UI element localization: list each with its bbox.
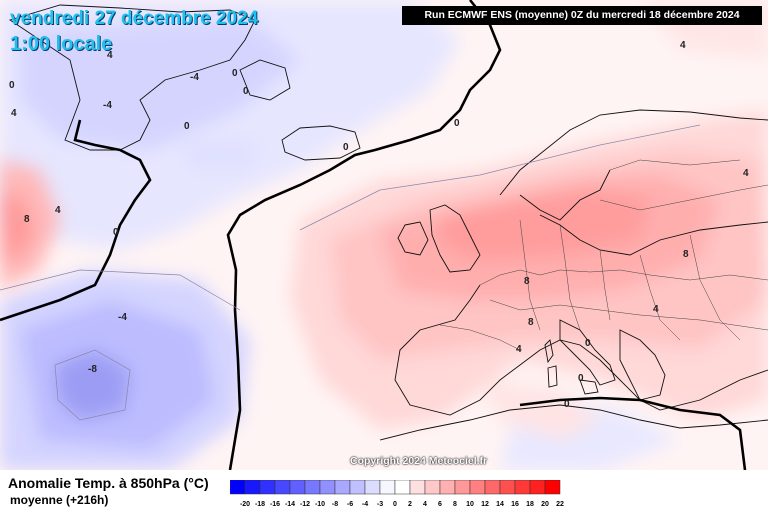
legend-tick-label: 16 <box>511 501 519 508</box>
legend-tick-label: 0 <box>393 501 397 508</box>
map-subtitle: moyenne (+216h) <box>10 493 109 507</box>
legend-swatch <box>349 480 366 495</box>
contour-label: 8 <box>524 276 530 287</box>
legend-swatch <box>439 480 456 495</box>
contour-label: -4 <box>103 100 112 111</box>
legend-swatch <box>274 480 291 495</box>
forecast-date: vendredi 27 décembre 2024 <box>10 8 259 29</box>
contour-label: 0 <box>564 399 570 410</box>
contour-label: 4 <box>516 344 522 355</box>
contour-label: 0 <box>585 338 591 349</box>
contour-label: 8 <box>24 214 30 225</box>
color-legend: -20 -18 -16 -14 -12 -10 -8 -6 -4 -3 0 2 4 6 8 10 12 14 16 1… <box>230 480 564 508</box>
legend-tick-label: 4 <box>423 501 427 508</box>
legend-swatch <box>364 480 381 495</box>
legend-swatch <box>379 480 396 495</box>
legend-tick-label: -16 <box>270 501 280 508</box>
contour-label: 0 <box>243 86 249 97</box>
borders <box>439 159 768 351</box>
map-footer: Anomalie Temp. à 850hPa (°C) moyenne (+2… <box>0 470 768 512</box>
zero-isotherm <box>0 0 747 470</box>
legend-tick-label: -18 <box>255 501 265 508</box>
legend-swatch <box>499 480 516 495</box>
legend-tick-label: 18 <box>526 501 534 508</box>
legend-swatch <box>409 480 426 495</box>
legend-swatch <box>334 480 351 495</box>
legend-tick-label: 2 <box>408 501 412 508</box>
contour-label: 0 <box>343 142 349 153</box>
legend-swatch <box>529 480 546 495</box>
legend-swatch <box>289 480 306 495</box>
legend-swatch <box>514 480 531 495</box>
legend-tick-label: -6 <box>347 501 353 508</box>
legend-swatch <box>454 480 471 495</box>
legend-swatch <box>484 480 501 495</box>
contour-label: 0 <box>113 227 119 238</box>
legend-swatch <box>319 480 336 495</box>
contour-label: 0 <box>232 68 238 79</box>
contour-label: 4 <box>107 50 113 61</box>
warm-anomaly-fields <box>0 0 768 440</box>
legend-swatch <box>544 480 561 495</box>
legend-tick-label: 6 <box>438 501 442 508</box>
legend-tick-label: 10 <box>466 501 474 508</box>
copyright-notice: Copyright 2024 Meteociel.fr <box>350 455 488 467</box>
contour-label: 8 <box>683 249 689 260</box>
contour-label: -4 <box>190 72 199 83</box>
legend-tick-label: 8 <box>453 501 457 508</box>
legend-swatch <box>244 480 261 495</box>
legend-swatch <box>230 480 246 495</box>
legend-tick-label: -4 <box>362 501 368 508</box>
legend-swatch <box>259 480 276 495</box>
legend-tick-label: 22 <box>556 501 564 508</box>
legend-tick-label: -12 <box>300 501 310 508</box>
contour-label: 0 <box>184 121 190 132</box>
map-title: Anomalie Temp. à 850hPa (°C) <box>8 475 209 491</box>
contour-label: 4 <box>55 205 61 216</box>
contour-label: -8 <box>88 364 97 375</box>
contour-label: 4 <box>743 168 749 179</box>
legend-swatch <box>394 480 411 495</box>
legend-swatch <box>469 480 486 495</box>
legend-tick-label: -10 <box>315 501 325 508</box>
legend-tick-label: 12 <box>481 501 489 508</box>
contour-label: 4 <box>11 108 17 119</box>
contour-label: 0 <box>9 80 15 91</box>
legend-tick-label: 20 <box>541 501 549 508</box>
contour-label: 8 <box>528 317 534 328</box>
legend-tick-label: -20 <box>240 501 250 508</box>
legend-tick-label: -3 <box>377 501 383 508</box>
run-info-banner: Run ECMWF ENS (moyenne) 0Z du mercredi 1… <box>402 6 762 25</box>
forecast-time: 1:00 locale <box>10 33 113 55</box>
legend-swatch <box>424 480 441 495</box>
isolines <box>0 124 701 421</box>
contour-label: 0 <box>578 373 584 384</box>
contour-label: 4 <box>653 304 659 315</box>
coastlines <box>8 4 768 441</box>
legend-tick-label: -8 <box>332 501 338 508</box>
map-canvas <box>0 0 768 470</box>
legend-tick-label: -14 <box>285 501 295 508</box>
contour-label: 0 <box>454 118 460 129</box>
legend-swatch <box>304 480 321 495</box>
contour-label: 4 <box>680 40 686 51</box>
anomaly-map: 0 4 4 4 4 0 0 0 4 -4 -8 8 8 8 8 4 4 0 0 … <box>0 0 768 470</box>
legend-tick-label: 14 <box>496 501 504 508</box>
contour-label: -4 <box>118 312 127 323</box>
